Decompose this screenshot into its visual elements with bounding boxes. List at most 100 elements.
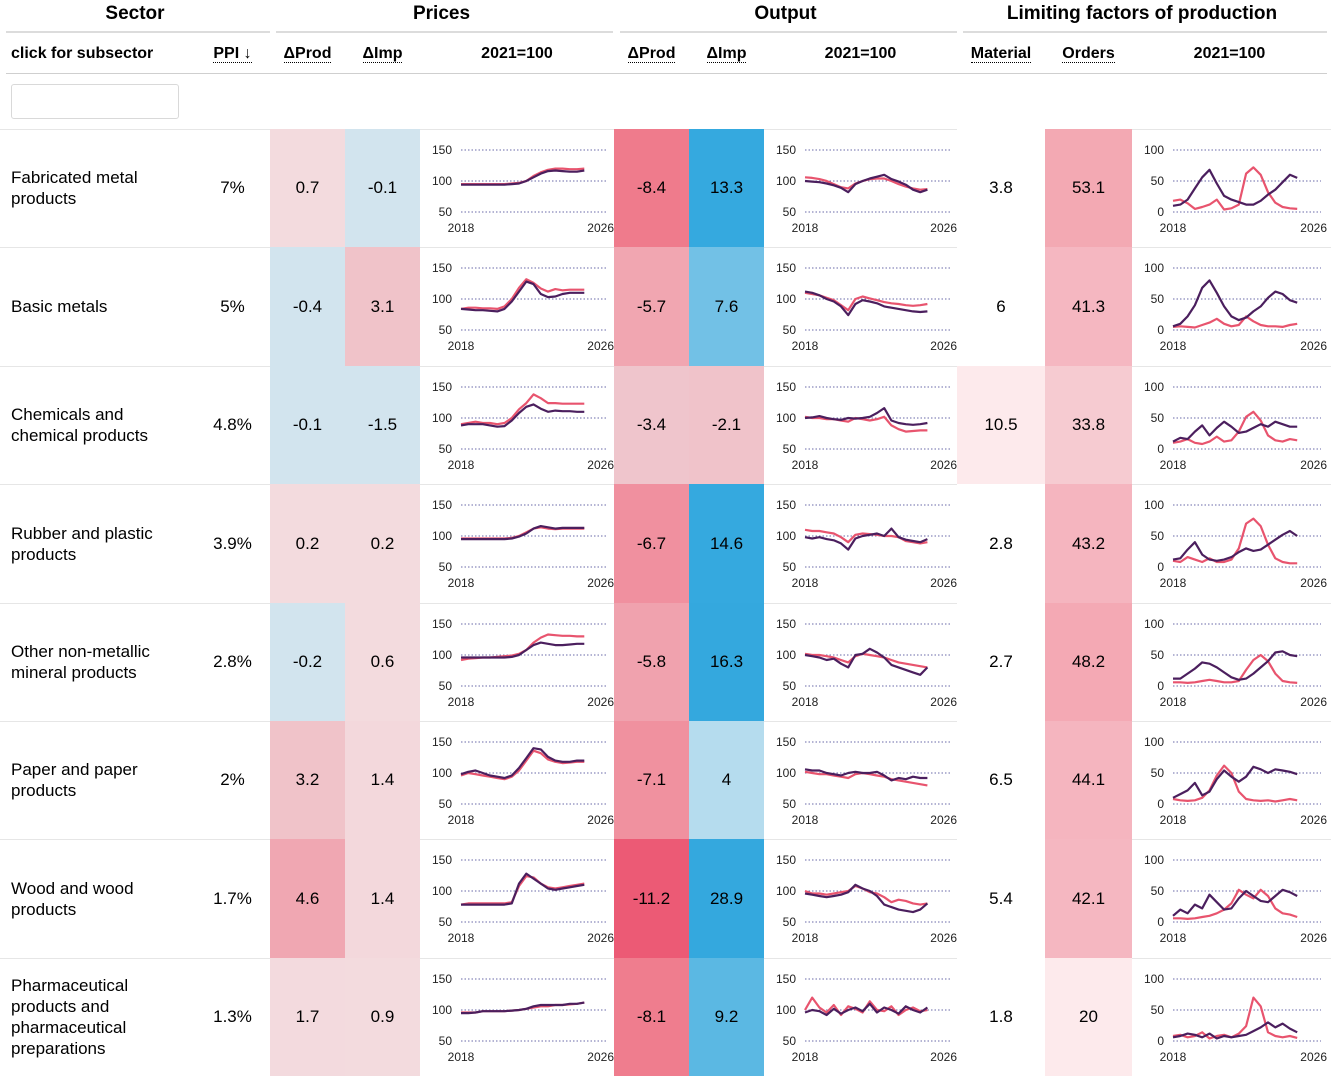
prices-tick-label: 50 [439, 560, 453, 574]
year-start-label: 2018 [448, 576, 475, 590]
prices-dprod-cell: 4.6 [270, 839, 345, 958]
orders-header[interactable]: Orders [1045, 38, 1132, 70]
prices-dprod-cell: -0.2 [270, 603, 345, 721]
orders-cell: 43.2 [1045, 484, 1132, 603]
prices-dprod-cell: 0.2 [270, 484, 345, 603]
series-line-dark [460, 747, 585, 780]
orders-label[interactable]: Orders [1062, 45, 1115, 63]
sector-name[interactable]: Basic metals [11, 297, 108, 316]
series-line-dark [804, 768, 928, 782]
year-start-label: 2018 [792, 1050, 819, 1064]
year-end-label: 2026 [930, 221, 957, 235]
output-dprod-header[interactable]: ΔProd [614, 38, 689, 70]
sector-name[interactable]: Pharmaceutical products and pharmaceutic… [11, 976, 129, 1058]
year-end-label: 2026 [1300, 458, 1327, 472]
sector-name[interactable]: Fabricated metal products [11, 168, 138, 208]
output-dprod-cell: -5.7 [614, 247, 689, 366]
series-line-dark [1172, 420, 1298, 443]
sector-name[interactable]: Chemicals and chemical products [11, 405, 149, 445]
prices-tick-label: 100 [432, 1003, 452, 1017]
output-dimp-cell: 16.3 [689, 603, 764, 721]
output-tick-label: 100 [776, 292, 796, 306]
prices-tick-label: 100 [432, 884, 452, 898]
year-end-label: 2026 [587, 813, 614, 827]
series-line-dark [460, 403, 585, 428]
series-line-red [460, 393, 585, 426]
prices-dimp-cell: 1.4 [345, 721, 420, 839]
output-sparkline: 150 100 50 2018 2026 [764, 839, 957, 958]
output-tick-label: 150 [776, 617, 796, 631]
prices-dprod-header[interactable]: ΔProd [270, 38, 345, 70]
series-line-dark [461, 169, 585, 186]
group-header-sector: Sector [105, 3, 165, 24]
limiting-tick-label: 0 [1157, 797, 1164, 811]
limiting-sparkline: 100 50 0 2018 2026 [1132, 839, 1327, 958]
prices-tick-label: 100 [432, 292, 452, 306]
ppi-header-label[interactable]: PPI ↓ [213, 45, 252, 63]
ppi-sort-header[interactable]: PPI ↓ [195, 38, 270, 70]
year-start-label: 2018 [1160, 339, 1187, 353]
ppi-value: 1.3% [213, 1007, 252, 1026]
series-line-red [460, 749, 585, 781]
sector-name[interactable]: Paper and paper products [11, 760, 138, 800]
output-dimp-label[interactable]: ΔImp [706, 45, 747, 63]
prices-tick-label: 150 [432, 853, 452, 867]
limiting-tick-label: 100 [1144, 380, 1164, 394]
prices-sparkline-svg: 150 100 50 2018 2026 [432, 853, 614, 945]
material-header[interactable]: Material [957, 38, 1045, 70]
year-start-label: 2018 [792, 458, 819, 472]
output-tick-label: 150 [776, 261, 796, 275]
output-dimp-header[interactable]: ΔImp [689, 38, 764, 70]
material-cell: 6 [957, 247, 1045, 366]
year-end-label: 2026 [1300, 931, 1327, 945]
limiting-tick-label: 50 [1151, 529, 1165, 543]
limiting-sparkline: 100 50 0 2018 2026 [1132, 603, 1327, 721]
output-dprod-label[interactable]: ΔProd [627, 45, 676, 63]
sector-name[interactable]: Other non-metallic mineral products [11, 642, 150, 682]
limiting-tick-label: 0 [1157, 442, 1164, 456]
series-line-red [1172, 996, 1298, 1040]
ppi-value: 3.9% [213, 533, 252, 553]
output-tick-label: 100 [776, 884, 796, 898]
subsector-header[interactable]: click for subsector [11, 45, 154, 62]
prices-sparkline-svg: 150 100 50 2018 2026 [432, 617, 614, 709]
limiting-tick-label: 50 [1151, 884, 1165, 898]
output-dimp-cell: -2.1 [689, 366, 764, 484]
output-tick-label: 100 [776, 648, 796, 662]
prices-sparkline-svg: 150 100 50 2018 2026 [432, 261, 614, 353]
prices-dimp-header[interactable]: ΔImp [345, 38, 420, 70]
year-end-label: 2026 [587, 339, 614, 353]
year-end-label: 2026 [587, 458, 614, 472]
year-start-label: 2018 [792, 221, 819, 235]
output-sparkline: 150 100 50 2018 2026 [764, 129, 957, 247]
limiting-tick-label: 50 [1151, 411, 1165, 425]
output-tick-label: 50 [783, 1034, 797, 1048]
prices-dimp-label[interactable]: ΔImp [362, 45, 403, 63]
year-end-label: 2026 [1300, 695, 1327, 709]
series-line-red [1172, 764, 1298, 803]
series-line-dark [1173, 650, 1298, 681]
series-line-red [460, 874, 585, 906]
prices-tick-label: 100 [432, 411, 452, 425]
year-start-label: 2018 [792, 695, 819, 709]
material-cell: 2.8 [957, 484, 1045, 603]
prices-dimp-cell: -0.1 [345, 129, 420, 247]
prices-dprod-label[interactable]: ΔProd [283, 45, 332, 63]
material-label[interactable]: Material [970, 45, 1032, 63]
year-end-label: 2026 [930, 695, 957, 709]
prices-tick-label: 150 [432, 735, 452, 749]
limiting-tick-label: 100 [1144, 853, 1164, 867]
year-end-label: 2026 [930, 931, 957, 945]
output-tick-label: 150 [776, 380, 796, 394]
sector-name[interactable]: Rubber and plastic products [11, 523, 153, 564]
year-start-label: 2018 [448, 931, 475, 945]
output-tick-label: 150 [776, 972, 796, 986]
limiting-sparkline-svg: 100 50 0 2018 2026 [1144, 735, 1327, 827]
sector-filter-input[interactable] [11, 84, 179, 119]
output-tick-label: 100 [776, 529, 796, 543]
group-divider [963, 31, 1327, 33]
output-dimp-cell: 13.3 [689, 129, 764, 247]
sector-name[interactable]: Wood and wood products [11, 878, 134, 919]
output-sparkline-svg: 150 100 50 2018 2026 [776, 972, 957, 1064]
prices-dimp-cell: 1.4 [345, 839, 420, 958]
